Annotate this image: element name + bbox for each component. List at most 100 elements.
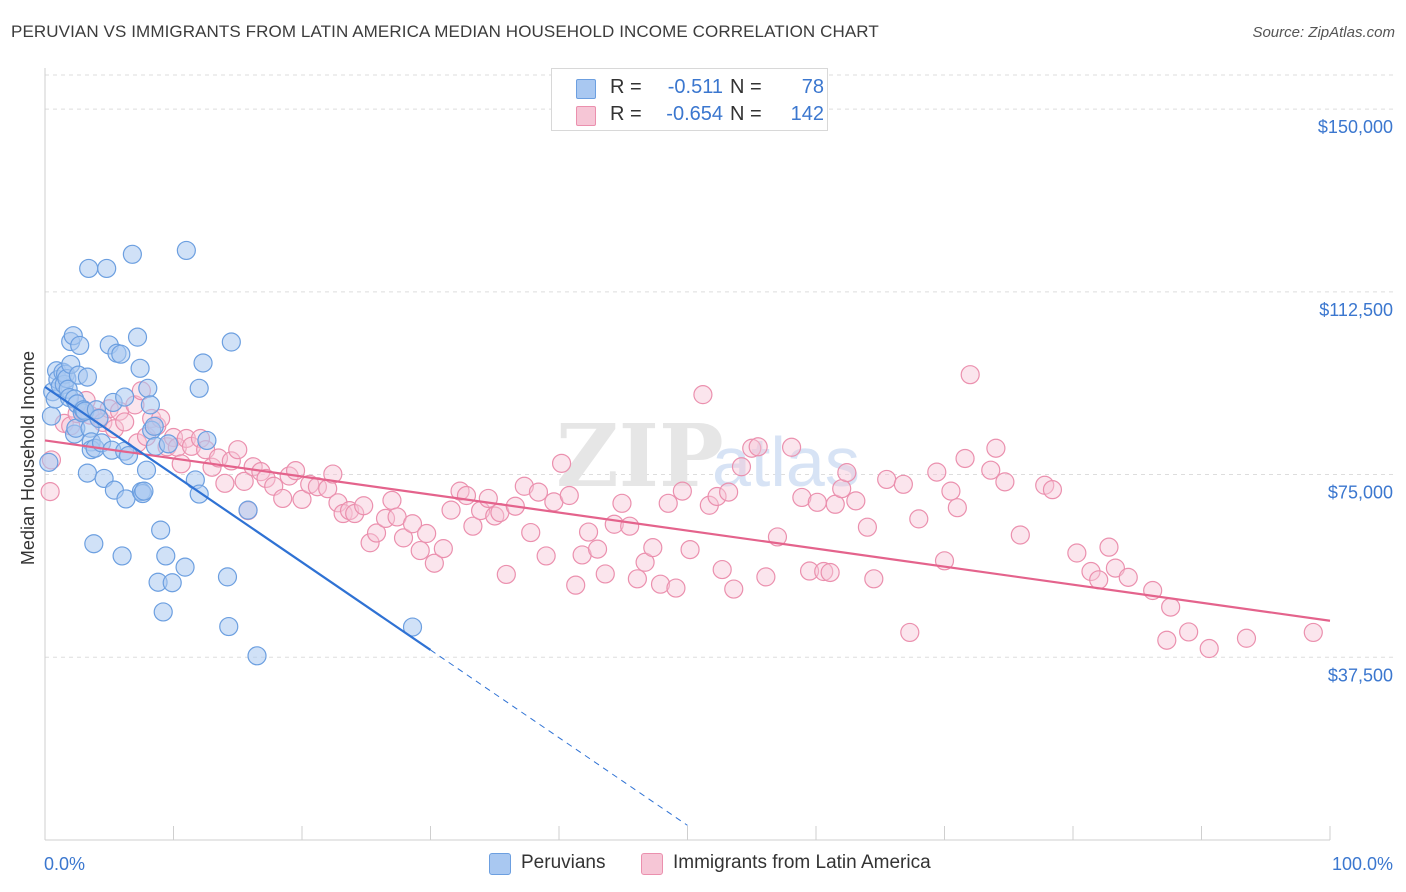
watermark: ZIP atlas — [556, 406, 860, 507]
legend-n-label: N = — [730, 103, 762, 125]
point-peruvians — [84, 534, 104, 554]
series-peruvians-points — [39, 240, 423, 666]
legend-swatch-pink — [641, 853, 663, 875]
point-immigrants — [234, 471, 254, 491]
point-immigrants — [339, 501, 360, 521]
point-immigrants — [719, 482, 739, 502]
point-peruvians — [193, 353, 213, 373]
point-immigrants — [1099, 537, 1119, 557]
point-immigrants — [40, 482, 60, 502]
series-legend-label: Immigrants from Latin America — [673, 852, 931, 873]
point-immigrants — [893, 474, 913, 494]
point-peruvians — [158, 434, 178, 454]
point-peruvians — [130, 358, 150, 378]
point-immigrants — [909, 509, 929, 529]
point-immigrants — [360, 533, 380, 553]
point-immigrants — [1089, 570, 1109, 590]
point-peruvians — [162, 573, 182, 593]
point-immigrants — [981, 460, 1001, 480]
point-immigrants — [1199, 638, 1219, 659]
point-immigrants — [864, 569, 884, 589]
point-peruvians — [138, 378, 158, 398]
point-peruvians — [153, 602, 173, 622]
series-legend-label: Peruvians — [521, 852, 606, 873]
y-tick-label: $37,500 — [1328, 665, 1393, 685]
point-immigrants — [1236, 628, 1257, 648]
legend-r-value: -0.511 — [667, 76, 723, 98]
y-tick-label: $150,000 — [1318, 117, 1393, 137]
point-immigrants — [595, 564, 615, 584]
point-immigrants — [256, 468, 276, 489]
point-peruvians — [156, 546, 176, 566]
point-peruvians — [97, 258, 117, 279]
point-peruvians — [176, 240, 196, 261]
point-immigrants — [424, 553, 444, 573]
point-immigrants — [927, 462, 947, 482]
point-immigrants — [986, 438, 1006, 458]
point-peruvians — [115, 387, 135, 407]
point-peruvians — [151, 520, 171, 540]
point-peruvians — [144, 416, 164, 436]
trend-line-peruvians-extension — [430, 649, 688, 826]
legend-n-value: 78 — [801, 76, 824, 98]
point-immigrants — [1067, 543, 1087, 563]
point-immigrants — [612, 493, 632, 513]
legend-r-value: -0.654 — [666, 103, 723, 125]
point-peruvians — [197, 430, 217, 451]
point-peruvians — [77, 367, 98, 387]
legend-r-label: R = — [610, 103, 642, 125]
point-immigrants — [514, 476, 534, 496]
point-immigrants — [456, 485, 477, 506]
point-peruvians — [111, 344, 131, 364]
point-immigrants — [536, 546, 556, 566]
point-peruvians — [247, 646, 267, 666]
tick-labels: $37,500 $75,000 $112,500 $150,000 0.0% 100.0% — [44, 117, 1393, 874]
point-immigrants — [115, 412, 135, 432]
point-immigrants — [1179, 622, 1199, 642]
point-immigrants — [707, 486, 727, 507]
point-immigrants — [792, 487, 812, 508]
point-immigrants — [273, 488, 293, 509]
point-immigrants — [672, 481, 692, 501]
point-immigrants — [814, 561, 834, 582]
point-immigrants — [731, 457, 752, 477]
x-tick-label: 0.0% — [44, 854, 85, 874]
point-peruvians — [127, 327, 148, 347]
point-immigrants — [366, 523, 387, 543]
y-axis-label: Median Household Income — [18, 351, 38, 565]
legend-n-label: N = — [730, 76, 762, 98]
point-immigrants — [323, 464, 343, 484]
legend-n-value: 142 — [790, 103, 824, 125]
point-immigrants — [1105, 558, 1126, 578]
point-peruvians — [219, 616, 239, 637]
legend-r-label: R = — [610, 76, 642, 98]
point-peruvians — [136, 460, 157, 480]
point-immigrants — [820, 562, 840, 583]
legend-swatch-pink — [576, 106, 596, 126]
point-immigrants — [807, 492, 827, 512]
point-immigrants — [393, 528, 414, 548]
point-immigrants — [756, 567, 776, 587]
source-credit: Source: ZipAtlas.com — [1252, 24, 1395, 41]
point-immigrants — [857, 517, 878, 537]
point-immigrants — [1042, 480, 1063, 500]
point-immigrants — [658, 493, 678, 513]
point-immigrants — [767, 527, 788, 547]
point-immigrants — [551, 453, 572, 473]
point-peruvians — [79, 258, 99, 279]
point-immigrants — [496, 564, 516, 585]
trend-line-immigrants — [44, 439, 1331, 622]
point-immigrants — [300, 474, 320, 494]
point-immigrants — [1118, 567, 1138, 587]
point-immigrants — [485, 506, 505, 526]
point-immigrants — [417, 523, 437, 544]
point-immigrants — [900, 622, 920, 643]
point-immigrants — [941, 481, 961, 501]
point-immigrants — [724, 579, 744, 599]
point-immigrants — [587, 539, 608, 559]
point-peruvians — [189, 378, 209, 398]
point-immigrants — [228, 440, 248, 460]
point-immigrants — [354, 496, 374, 516]
point-peruvians — [70, 335, 90, 356]
